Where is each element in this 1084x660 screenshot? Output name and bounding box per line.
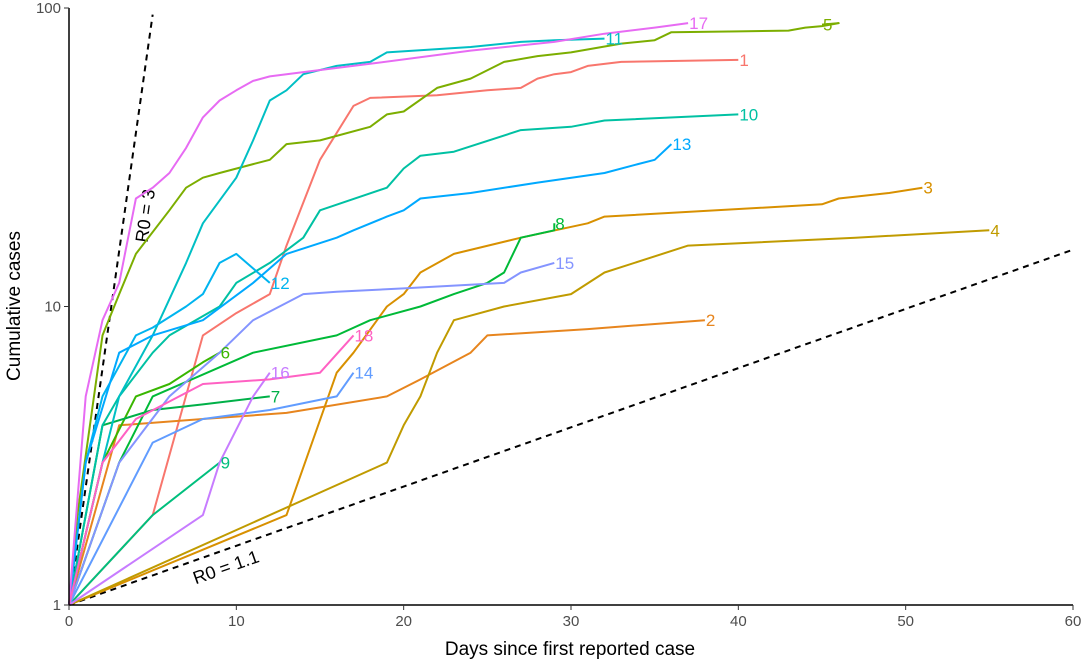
series-line-9 <box>68 461 221 606</box>
reference-lines: R0 = 3 R0 = 1.1 <box>68 14 1074 606</box>
y-tick-label: 100 <box>36 0 61 17</box>
y-axis-title: Cumulative cases <box>4 231 25 381</box>
series-label-17: 17 <box>689 14 708 33</box>
series-label-4: 4 <box>990 221 999 240</box>
series-lines <box>68 22 990 606</box>
series-line-18 <box>68 334 355 606</box>
y-tick-label: 10 <box>44 299 61 316</box>
series-label-9: 9 <box>221 454 230 473</box>
series-label-10: 10 <box>739 105 758 124</box>
x-tick-label: 20 <box>395 613 412 630</box>
series-line-14 <box>68 372 355 606</box>
series-label-12: 12 <box>271 274 290 293</box>
series-line-16 <box>68 372 271 606</box>
reference-line-label: R0 = 1.1 <box>190 546 261 588</box>
series-line-10 <box>68 113 739 606</box>
axes: 0 10 20 30 40 50 60 1 10 100 <box>36 0 1081 630</box>
y-tick-label: 1 <box>53 597 61 614</box>
series-line-4 <box>68 229 990 606</box>
series-label-3: 3 <box>923 179 932 198</box>
x-tick-label: 10 <box>228 613 245 630</box>
series-line-17 <box>68 22 689 606</box>
series-label-6: 6 <box>221 344 230 363</box>
x-tick-label: 60 <box>1065 613 1082 630</box>
reference-line-label: R0 = 3 <box>132 188 159 244</box>
reference-line <box>68 248 1074 606</box>
series-line-1 <box>68 58 739 606</box>
series-line-11 <box>68 37 605 606</box>
series-line-2 <box>68 319 705 606</box>
series-label-14: 14 <box>354 364 373 383</box>
series-label-15: 15 <box>555 254 574 273</box>
series-label-5: 5 <box>823 16 832 35</box>
series-label-2: 2 <box>706 311 715 330</box>
x-axis-title: Days since first reported case <box>445 639 695 660</box>
series-line-12 <box>68 252 271 606</box>
reference-line <box>68 14 154 606</box>
series-line-13 <box>68 143 673 606</box>
series-label-11: 11 <box>605 30 623 49</box>
series-label-13: 13 <box>672 135 691 154</box>
series-line-5 <box>68 22 840 606</box>
x-tick-label: 40 <box>730 613 747 630</box>
series-label-18: 18 <box>354 326 373 345</box>
series-label-16: 16 <box>271 364 290 383</box>
series-line-15 <box>68 261 555 606</box>
series-label-7: 7 <box>271 387 280 406</box>
x-tick-label: 30 <box>563 613 580 630</box>
series-label-8: 8 <box>555 214 564 233</box>
x-tick-label: 0 <box>65 613 73 630</box>
series-line-8 <box>68 223 556 606</box>
series-label-1: 1 <box>739 51 748 70</box>
series-line-3 <box>68 186 923 606</box>
x-tick-label: 50 <box>897 613 914 630</box>
